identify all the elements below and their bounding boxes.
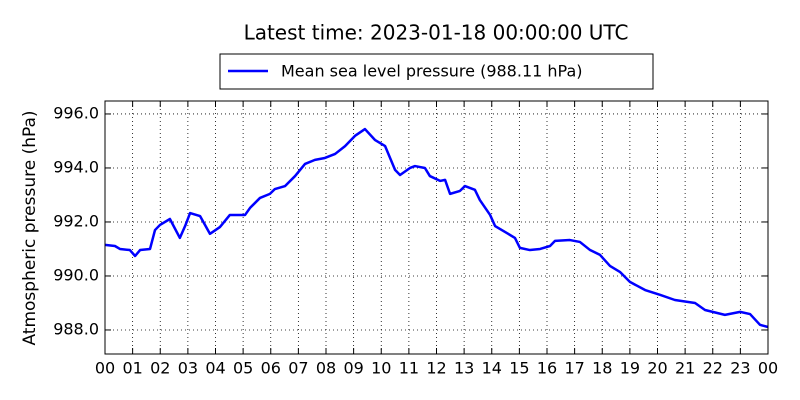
- x-tick-label: 15: [509, 359, 529, 378]
- x-tick-label: 22: [703, 359, 723, 378]
- x-tick-label: 02: [150, 359, 170, 378]
- plot-frame: [104, 100, 769, 355]
- x-tick-label: 17: [564, 359, 584, 378]
- y-tick-label: 994.0: [53, 157, 99, 176]
- x-tick-label: 07: [288, 359, 308, 378]
- x-tick-label: 18: [592, 359, 612, 378]
- x-tick-label: 04: [205, 359, 225, 378]
- x-tick-label: 16: [537, 359, 557, 378]
- x-tick-label: 12: [426, 359, 446, 378]
- y-tick-label: 988.0: [53, 319, 99, 338]
- x-tick-label: 23: [730, 359, 750, 378]
- x-tick-label: 00: [758, 359, 778, 378]
- x-tick-label: 20: [647, 359, 667, 378]
- x-tick-label: 03: [178, 359, 198, 378]
- y-tick-label: 992.0: [53, 211, 99, 230]
- x-tick-label: 06: [261, 359, 281, 378]
- x-tick-label: 00: [95, 359, 115, 378]
- x-tick-label: 05: [233, 359, 253, 378]
- x-tick-label: 19: [620, 359, 640, 378]
- x-tick-label: 14: [482, 359, 502, 378]
- legend: Mean sea level pressure (988.11 hPa): [219, 53, 654, 90]
- x-tick-label: 01: [122, 359, 142, 378]
- x-tick-label: 10: [371, 359, 391, 378]
- x-tick-label: 08: [316, 359, 336, 378]
- y-axis-label: Atmospheric pressure (hPa): [20, 110, 40, 345]
- data-line: [104, 127, 769, 329]
- x-tick-label: 09: [343, 359, 363, 378]
- chart-title: Latest time: 2023-01-18 00:00:00 UTC: [244, 21, 629, 45]
- x-tick-label: 21: [675, 359, 695, 378]
- legend-label: Mean sea level pressure (988.11 hPa): [281, 62, 583, 81]
- x-tick-label: 13: [454, 359, 474, 378]
- legend-box: [219, 53, 654, 90]
- y-tick-label: 990.0: [53, 265, 99, 284]
- y-tick-label: 996.0: [53, 103, 99, 122]
- x-tick-label: 11: [399, 359, 419, 378]
